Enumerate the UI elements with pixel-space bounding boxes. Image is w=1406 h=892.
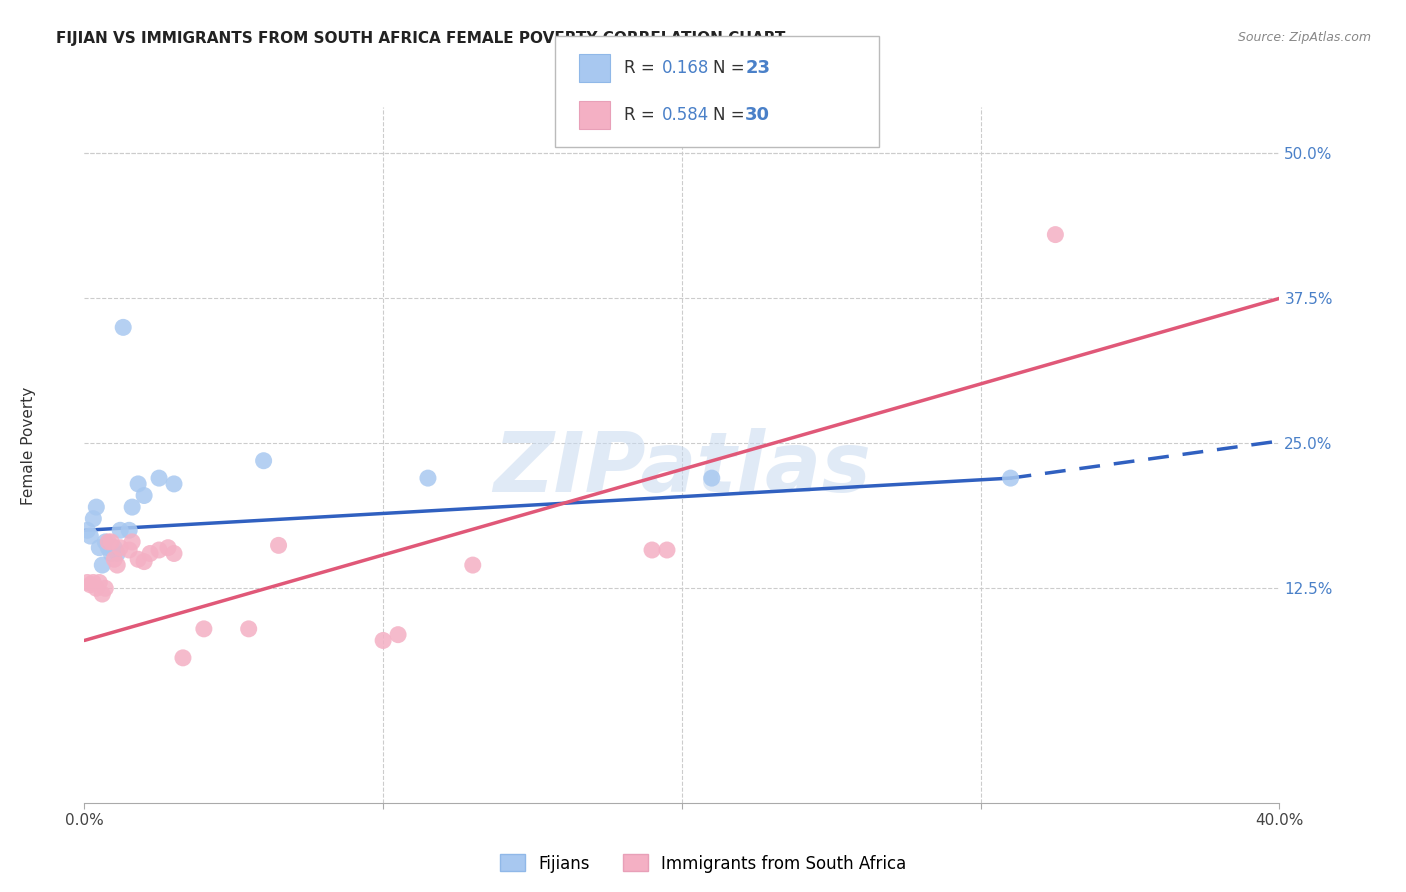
Text: 23: 23 [745,59,770,77]
Text: N =: N = [713,106,749,124]
Point [79,578,101,592]
Text: 0.168: 0.168 [662,59,710,77]
Point [105,558,128,573]
Point [94,534,117,549]
Point [253,453,276,467]
Point [121,500,143,514]
Point [238,622,260,636]
Point [86,582,108,596]
Point [148,471,170,485]
Point [97,541,120,555]
Text: 30: 30 [745,106,770,124]
Point [416,471,439,485]
Point [655,543,678,558]
Point [110,523,132,537]
Point [700,471,723,485]
Point [371,633,394,648]
Point [641,543,664,558]
Point [132,489,156,503]
Point [100,546,122,561]
Point [91,587,114,601]
Point [132,555,156,569]
Point [387,628,409,642]
Text: ZIPatlas: ZIPatlas [494,428,870,509]
Point [79,529,101,543]
Point [139,546,162,561]
Point [105,546,128,561]
Point [100,534,122,549]
Point [148,543,170,558]
Text: Female Poverty: Female Poverty [21,387,35,505]
Text: Source: ZipAtlas.com: Source: ZipAtlas.com [1237,31,1371,45]
Point [91,558,114,573]
Point [1045,227,1067,242]
Point [118,543,141,558]
Text: R =: R = [624,59,661,77]
Point [193,622,215,636]
Point [86,500,108,514]
Point [82,575,104,590]
Point [127,476,149,491]
Text: R =: R = [624,106,661,124]
Point [94,582,117,596]
Point [172,651,194,665]
Point [97,534,120,549]
Point [1000,471,1022,485]
Text: N =: N = [713,59,749,77]
Point [103,552,125,566]
Point [461,558,484,573]
Point [89,541,111,555]
Point [103,541,125,555]
Point [110,541,132,555]
Point [76,575,98,590]
Point [121,534,143,549]
Point [157,541,180,555]
Point [76,523,98,537]
Text: FIJIAN VS IMMIGRANTS FROM SOUTH AFRICA FEMALE POVERTY CORRELATION CHART: FIJIAN VS IMMIGRANTS FROM SOUTH AFRICA F… [56,31,786,46]
Point [89,575,111,590]
Text: 0.584: 0.584 [662,106,710,124]
Point [112,320,135,334]
Point [267,538,290,552]
Point [163,546,186,561]
Point [127,552,149,566]
Point [118,523,141,537]
Point [163,476,186,491]
Legend: Fijians, Immigrants from South Africa: Fijians, Immigrants from South Africa [494,847,912,880]
Point [82,511,104,525]
